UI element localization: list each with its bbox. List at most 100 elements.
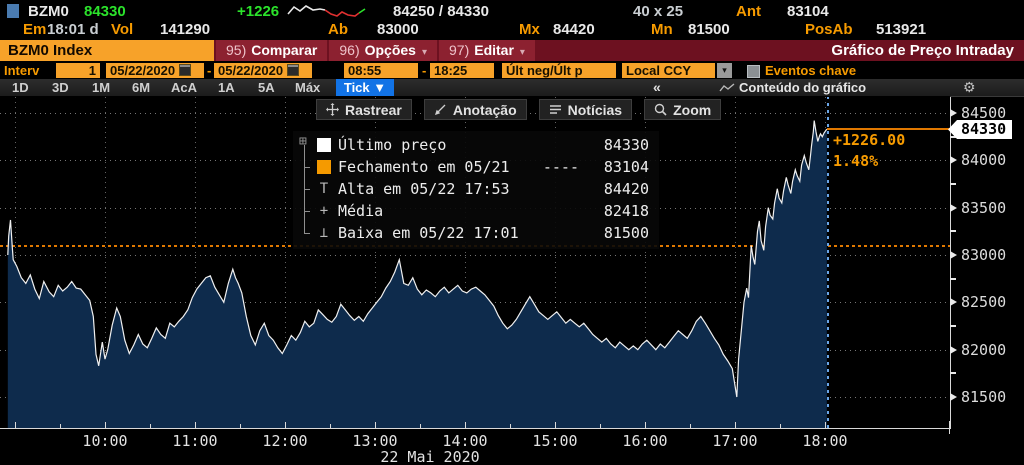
em-value: 18:01 d (47, 21, 99, 38)
x-major-tick (825, 422, 826, 428)
x-tick-label: 15:00 (532, 432, 578, 450)
last-price: 84330 (84, 3, 126, 20)
chart-tool-not-cias[interactable]: Notícias (538, 99, 633, 120)
interval-input[interactable]: 1 (56, 63, 100, 78)
legend-low-marker-icon: ⊥ (319, 225, 329, 241)
collapse-panel-icon[interactable]: « (653, 79, 661, 95)
tab-1a[interactable]: 1A (218, 80, 235, 95)
key-events-label: Eventos chave (765, 63, 857, 78)
x-axis-line (0, 428, 951, 429)
x-tick-label: 12:00 (262, 432, 308, 450)
legend-tree-connector (299, 211, 317, 244)
legend-tree-connector (299, 189, 317, 222)
chart-legend-panel: ⊞ Último preço 84330 Fechamento em 05/21 ---… (293, 131, 659, 249)
bid-ask: 84250 / 84330 (393, 3, 489, 20)
date-from-value: 05/22/2020 (110, 63, 176, 78)
menu-item-editar[interactable]: 97) Editar ▾ (439, 40, 535, 61)
calendar-icon[interactable] (287, 64, 300, 76)
vertical-gridline (105, 97, 106, 428)
high-label: Mx (519, 21, 540, 38)
legend-expand-icon[interactable]: ⊞ (299, 134, 307, 149)
tab-1m[interactable]: 1M (92, 80, 111, 95)
legend-row-3[interactable]: + Média 82418 (299, 189, 649, 222)
date-from-input[interactable]: 05/22/2020 (106, 63, 204, 78)
tab-3d[interactable]: 3D (52, 80, 69, 95)
net-change: +1226 (237, 3, 280, 20)
tab-tick-active[interactable]: Tick ▼ (336, 79, 394, 96)
tab-1d[interactable]: 1D (12, 80, 29, 95)
tab-6m[interactable]: 6M (132, 80, 151, 95)
open-interest-value: 513921 (876, 21, 927, 38)
date-to-input[interactable]: 05/22/2020 (214, 63, 312, 78)
low-label: Mn (651, 21, 673, 38)
legend-label: Fechamento em 05/21 (338, 158, 510, 176)
y-tick-arrow-icon (950, 156, 957, 165)
x-minor-tick (420, 424, 421, 428)
gear-icon[interactable]: ⚙ (963, 79, 976, 95)
price-source-select[interactable]: Últ neg/Últ p (502, 63, 616, 78)
chart-tool-label: Zoom (673, 101, 712, 118)
legend-tree-connector (299, 167, 317, 200)
currency-select[interactable]: Local CCY (622, 63, 715, 78)
tab-aca[interactable]: AcA (171, 80, 198, 95)
menu-item-comparar[interactable]: 95) Comparar (216, 40, 328, 61)
time-to-input[interactable]: 18:25 (430, 63, 494, 78)
legend-label: Último preço (338, 136, 447, 154)
x-tick-label: 13:00 (352, 432, 398, 450)
y-tick-arrow-icon (950, 203, 957, 212)
ticker-symbol: BZM0 (28, 3, 69, 20)
y-minor-tick (950, 325, 956, 327)
legend-row-4[interactable]: ⊥ Baixa em 05/22 17:01 81500 (299, 211, 649, 244)
chart-content-label[interactable]: Conteúdo do gráfico (739, 80, 867, 95)
tab-5a[interactable]: 5A (258, 80, 275, 95)
legend-value: 84330 (603, 136, 649, 154)
calendar-icon[interactable] (179, 64, 192, 76)
x-tick-label: 16:00 (622, 432, 668, 450)
legend-label: Alta em 05/22 17:53 (338, 180, 510, 198)
chevron-down-icon[interactable]: ▾ (717, 63, 732, 78)
prev-close-value: 83104 (787, 3, 829, 20)
x-minor-tick (510, 424, 511, 428)
session-end-line (827, 97, 829, 428)
legend-value: 82418 (603, 202, 649, 220)
menu-item-op-es[interactable]: 96) Opções ▾ (329, 40, 437, 61)
x-major-tick (645, 422, 646, 428)
em-label: Em (23, 21, 47, 38)
price-area-fill (7, 120, 827, 428)
x-minor-tick (600, 424, 601, 428)
security-input[interactable]: BZM0 Index (0, 40, 214, 61)
chart-tool-label: Anotação (452, 101, 517, 118)
y-minor-tick (950, 183, 956, 185)
crosshair-icon (326, 103, 339, 116)
menu-item-number: 96) (339, 42, 360, 58)
mini-chart-sparkline-icon (287, 3, 367, 19)
menu-item-label: Comparar (251, 42, 318, 58)
prev-close-label: Ant (736, 3, 761, 20)
x-axis-endcap (949, 421, 950, 434)
tab-máx[interactable]: Máx (295, 80, 321, 95)
chart-tool-rastrear[interactable]: Rastrear (316, 99, 412, 120)
screen-title: Gráfico de Preço Intraday (831, 42, 1014, 59)
security-color-square (7, 4, 19, 18)
x-tick-label: 10:00 (82, 432, 128, 450)
time-from-input[interactable]: 08:55 (344, 63, 418, 78)
chart-tool-label: Rastrear (345, 101, 402, 118)
menu-item-number: 95) (226, 42, 247, 58)
last-price-line (827, 128, 950, 130)
y-tick-arrow-icon (950, 345, 957, 354)
legend-row-2[interactable]: T Alta em 05/22 17:53 84420 (299, 167, 649, 200)
chart-content-icon (719, 83, 735, 93)
key-events-checkbox[interactable] (747, 65, 760, 78)
price-line (7, 120, 828, 398)
menu-item-label: Opções (364, 42, 416, 58)
chart-tool-anota-o[interactable]: Anotação (423, 99, 527, 120)
high-value: 84420 (553, 21, 595, 38)
chevron-down-icon: ▾ (519, 47, 525, 58)
legend-row-1[interactable]: Fechamento em 05/21 ---- 83104 (299, 145, 649, 178)
chart-tool-zoom[interactable]: Zoom (644, 99, 722, 120)
legend-row-0[interactable]: ⊞ Último preço 84330 (299, 134, 649, 156)
menu-item-label: Editar (474, 42, 514, 58)
legend-label: Baixa em 05/22 17:01 (338, 224, 519, 242)
x-minor-tick (330, 424, 331, 428)
